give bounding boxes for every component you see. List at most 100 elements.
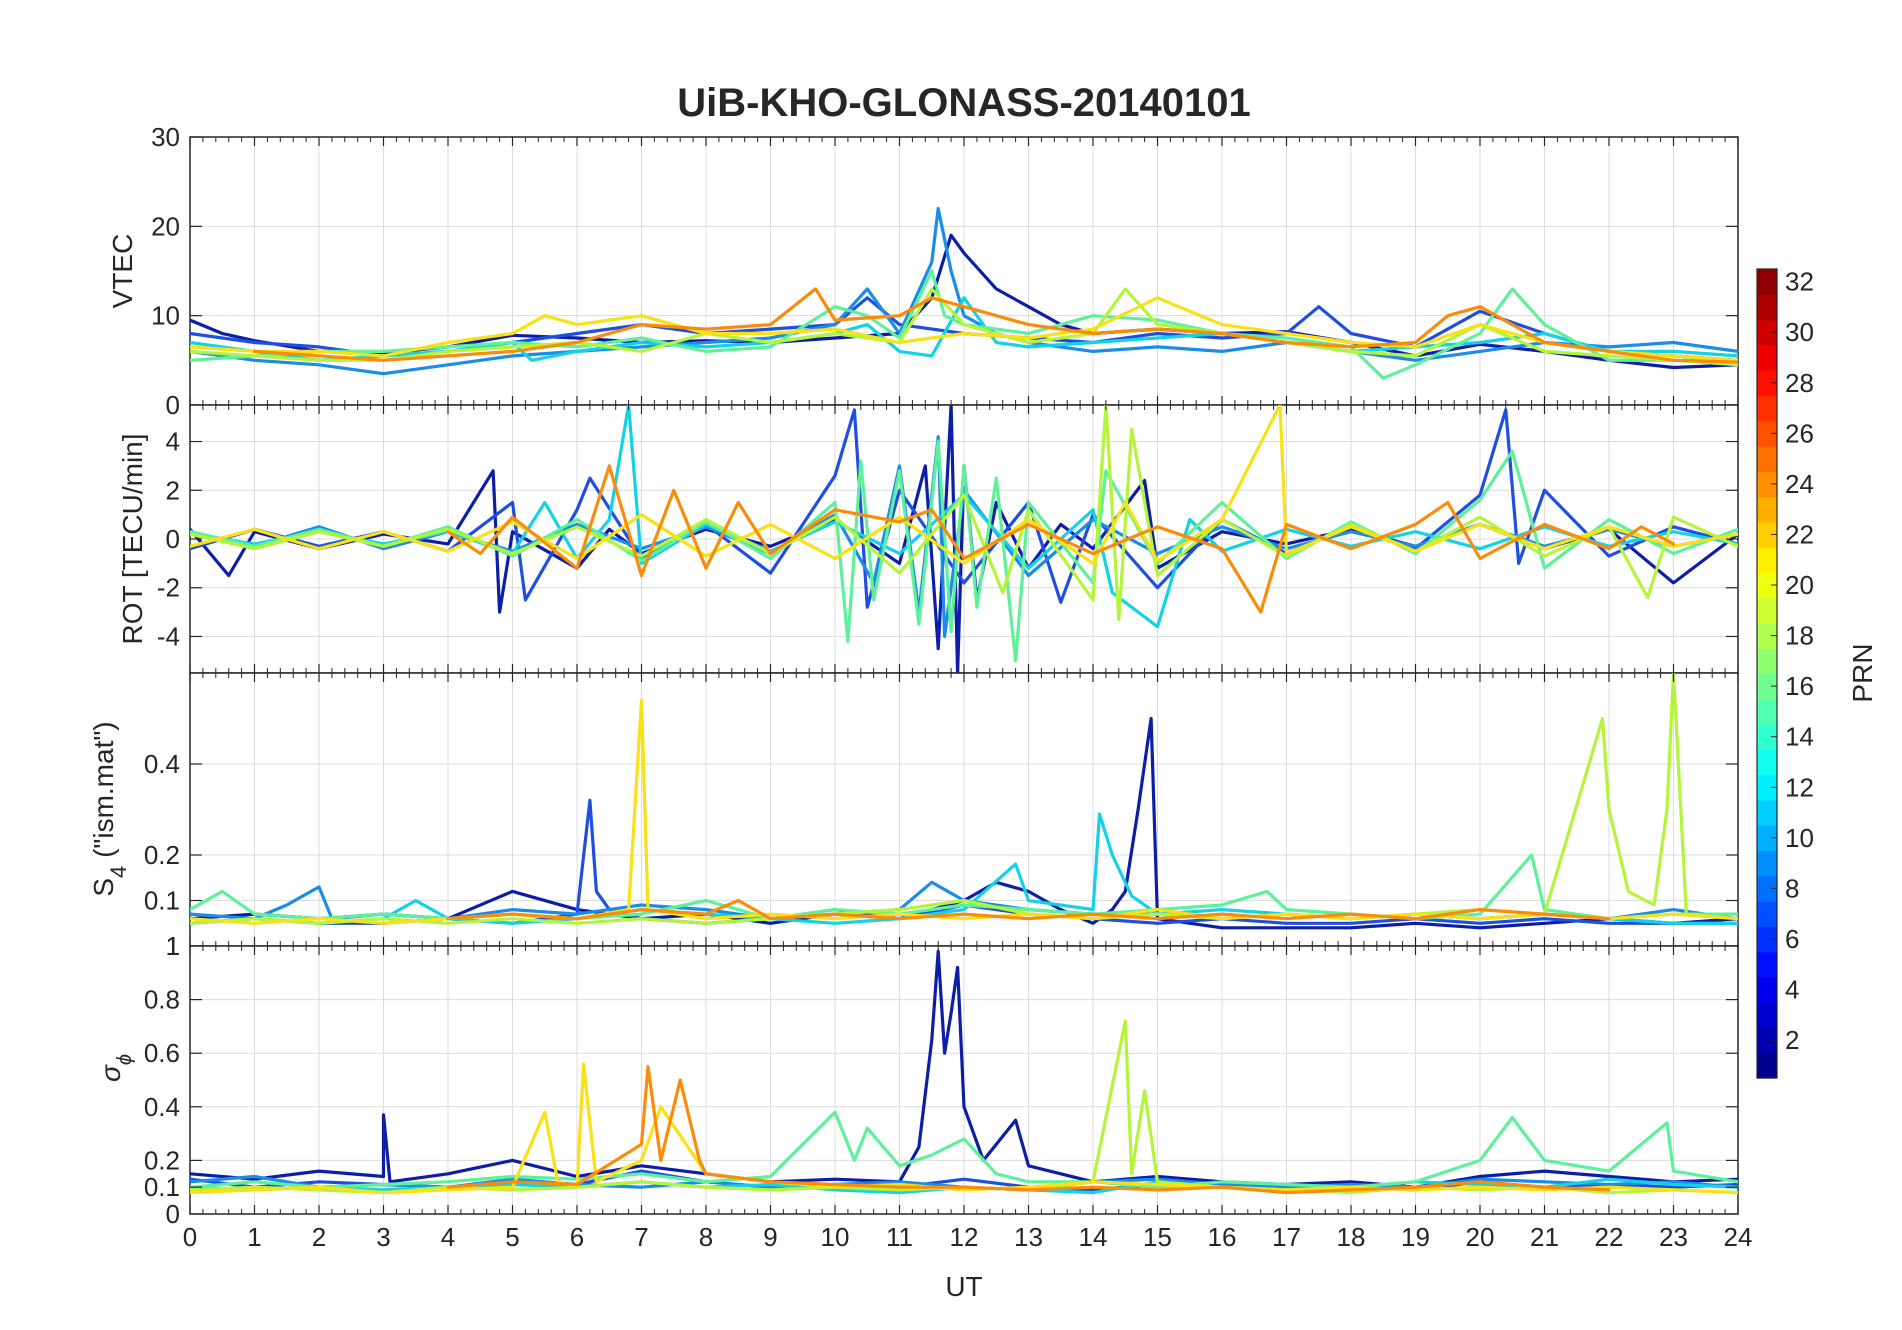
colorbar-swatch xyxy=(1757,749,1777,776)
x-tick-label: 4 xyxy=(441,1222,455,1252)
x-tick-label: 23 xyxy=(1659,1222,1688,1252)
x-tick-label: 24 xyxy=(1724,1222,1753,1252)
series-prn-24-s4 xyxy=(446,898,1611,921)
panel-sigma-ylabel-sub: ϕ xyxy=(114,1054,136,1065)
colorbar-frame xyxy=(1756,268,1778,1079)
colorbar-swatch xyxy=(1757,344,1777,371)
y-tick-label-sigma: 0.8 xyxy=(144,985,180,1015)
colorbar-swatch xyxy=(1757,648,1777,675)
x-tick-label: 5 xyxy=(505,1222,519,1252)
panel-s4-ylabel: S4 ("ism.mat") xyxy=(88,721,131,896)
colorbar-tick-label: 30 xyxy=(1785,317,1814,347)
colorbar-swatches xyxy=(1757,269,1777,1079)
colorbar-tick-label: 2 xyxy=(1785,1025,1799,1055)
y-tick-label-sigma: 0.6 xyxy=(144,1038,180,1068)
y-tick-label-sigma: 0.2 xyxy=(144,1145,180,1175)
colorbar-swatch xyxy=(1757,496,1777,523)
y-tick-label-vtec: 10 xyxy=(151,301,180,331)
panel-rot-grid xyxy=(190,405,1738,673)
colorbar-swatch xyxy=(1757,420,1777,447)
colorbar-swatch xyxy=(1757,269,1777,295)
x-tick-label: 22 xyxy=(1595,1222,1624,1252)
panel-s4-axes: 0.1 0.2 0.4 xyxy=(144,673,1739,946)
panel-s4: 0.1 0.2 0.4 S4 ("ism.mat") xyxy=(88,672,1739,947)
x-tick-label: 16 xyxy=(1208,1222,1237,1252)
y-tick-label-vtec: 0 xyxy=(166,390,180,420)
panel-sigma-grid xyxy=(190,946,1738,1214)
colorbar-swatch xyxy=(1757,825,1777,852)
colorbar-swatch xyxy=(1757,1027,1777,1054)
y-tick-label-vtec: 30 xyxy=(151,122,180,152)
colorbar-swatch xyxy=(1757,926,1777,953)
colorbar-swatch xyxy=(1757,597,1777,624)
colorbar-tick-label: 28 xyxy=(1785,368,1814,398)
x-tick-label: 13 xyxy=(1014,1222,1043,1252)
panel-s4-ylabel-sub: 4 xyxy=(106,866,131,878)
colorbar-swatch xyxy=(1757,850,1777,877)
colorbar-tick-label: 24 xyxy=(1785,469,1814,499)
colorbar-tick-label: 12 xyxy=(1785,772,1814,802)
series-prn-24-sigma xyxy=(446,1065,1611,1195)
y-tick-label-s4: 0.4 xyxy=(144,749,180,779)
x-tick-label: 14 xyxy=(1079,1222,1108,1252)
panel-sigma-series xyxy=(190,949,1738,1195)
x-tick-label: 21 xyxy=(1530,1222,1559,1252)
y-tick-label-sigma: 1 xyxy=(166,931,180,961)
x-tick-label: 2 xyxy=(312,1222,326,1252)
colorbar-swatch xyxy=(1757,698,1777,725)
chart-title: UiB-KHO-GLONASS-20140101 xyxy=(677,81,1251,125)
colorbar-swatch xyxy=(1757,370,1777,397)
colorbar-swatch xyxy=(1757,774,1777,801)
panel-sigma-ylabel-main: σ xyxy=(95,1064,126,1082)
series-prn-2-sigma xyxy=(190,949,1738,1189)
panel-rot-series xyxy=(190,405,1738,673)
x-tick-label: 1 xyxy=(247,1222,261,1252)
panel-rot-axes: -4 -2 0 2 4 xyxy=(157,405,1739,673)
x-tick-label: 12 xyxy=(950,1222,979,1252)
y-tick-label-vtec: 20 xyxy=(151,211,180,241)
colorbar-swatch xyxy=(1757,395,1777,422)
series-prn-2-rot xyxy=(190,405,1738,673)
y-tick-label-sigma: 0 xyxy=(166,1199,180,1229)
series-prn-18-vtec xyxy=(190,287,1738,367)
x-tick-label: 8 xyxy=(699,1222,713,1252)
colorbar-tick-label: 4 xyxy=(1785,975,1799,1005)
panel-sigma-ylabel: σϕ xyxy=(95,1054,136,1082)
panel-sigma: 00.10.2 0.4 0.6 0.8 1 σϕ xyxy=(95,931,1739,1229)
colorbar-swatch xyxy=(1757,294,1777,321)
x-tick-label: 0 xyxy=(183,1222,197,1252)
colorbar-swatch xyxy=(1757,951,1777,978)
x-tick-label: 15 xyxy=(1143,1222,1172,1252)
panel-sigma-axes: 00.10.2 0.4 0.6 0.8 1 xyxy=(144,931,1739,1229)
panel-rot: -4 -2 0 2 4 ROT [TECU/min] xyxy=(117,404,1739,674)
x-axis-label: UT xyxy=(945,1271,982,1302)
x-tick-label: 10 xyxy=(821,1222,850,1252)
x-tick-label: 9 xyxy=(763,1222,777,1252)
colorbar-swatch xyxy=(1757,445,1777,472)
colorbar-tick-label: 10 xyxy=(1785,823,1814,853)
colorbar-swatch xyxy=(1757,673,1777,700)
colorbar-swatch xyxy=(1757,547,1777,573)
colorbar-swatch xyxy=(1757,875,1777,902)
series-prn-18-rot xyxy=(190,405,1738,621)
colorbar-swatch xyxy=(1757,976,1777,1003)
colorbar-swatch xyxy=(1757,471,1777,498)
colorbar-swatch xyxy=(1757,724,1777,750)
colorbar-swatch xyxy=(1757,799,1777,826)
colorbar-swatch xyxy=(1757,1052,1777,1079)
panel-rot-ylabel: ROT [TECU/min] xyxy=(117,433,148,644)
series-prn-21-vtec xyxy=(190,296,1738,362)
colorbar-tick-label: 22 xyxy=(1785,519,1814,549)
x-tick-label: 20 xyxy=(1466,1222,1495,1252)
y-tick-label-sigma: 0.1 xyxy=(144,1172,180,1202)
x-tick-label: 6 xyxy=(570,1222,584,1252)
colorbar-swatch xyxy=(1757,622,1777,649)
overlap-label: 1 xyxy=(166,931,180,961)
x-tick-label: 17 xyxy=(1272,1222,1301,1252)
x-tick-label: 19 xyxy=(1401,1222,1430,1252)
y-tick-label-rot: -2 xyxy=(157,573,180,603)
panel-s4-grid xyxy=(190,673,1738,946)
x-tick-label: 7 xyxy=(634,1222,648,1252)
